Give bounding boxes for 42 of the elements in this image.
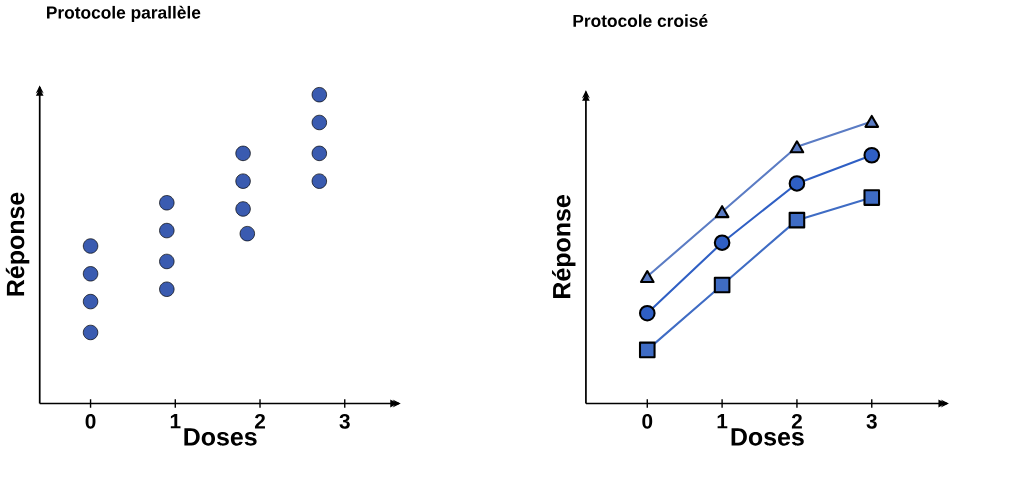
y-axis-title: Réponse xyxy=(551,194,576,298)
point xyxy=(311,173,327,189)
x-tick-label: 1 xyxy=(717,413,728,429)
point xyxy=(714,205,730,219)
point xyxy=(82,266,99,282)
point xyxy=(788,211,806,229)
point xyxy=(82,324,99,340)
point xyxy=(235,201,251,217)
point xyxy=(159,281,175,297)
x-tick-label: 3 xyxy=(866,413,877,429)
point xyxy=(713,276,731,294)
point xyxy=(863,189,881,206)
point xyxy=(235,145,251,161)
point xyxy=(311,114,327,130)
point xyxy=(788,175,806,192)
x-tick-label: 0 xyxy=(642,413,653,429)
point xyxy=(639,269,655,283)
point xyxy=(159,195,175,211)
x-tick-label: 2 xyxy=(791,413,802,429)
x-axis-title: Doses xyxy=(184,428,257,446)
point xyxy=(638,341,656,359)
y-axis-title: Réponse xyxy=(5,192,30,296)
x-axis-title: Doses xyxy=(731,428,804,446)
point xyxy=(863,146,881,164)
point xyxy=(311,145,327,161)
point xyxy=(159,222,175,239)
chart-title: Protocole parallèle xyxy=(47,5,201,22)
point xyxy=(311,86,327,103)
point xyxy=(789,140,805,154)
point xyxy=(864,114,880,128)
x-tick-label: 0 xyxy=(85,413,96,429)
point xyxy=(159,253,175,269)
x-tick-label: 3 xyxy=(339,413,350,429)
point xyxy=(638,304,656,322)
x-tick-label: 1 xyxy=(170,413,181,429)
point xyxy=(239,225,255,242)
point xyxy=(82,238,99,254)
point xyxy=(82,293,99,310)
point xyxy=(235,173,251,189)
point xyxy=(713,234,731,251)
chart-title: Protocole croisé xyxy=(573,13,708,27)
x-tick-label: 2 xyxy=(254,413,265,429)
